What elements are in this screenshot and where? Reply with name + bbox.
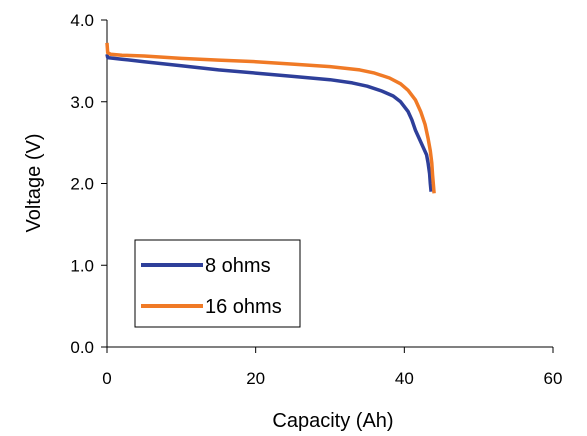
axes (101, 19, 554, 353)
y-tick-label: 0.0 (70, 338, 94, 357)
legend: 8 ohms 16 ohms (134, 239, 301, 328)
x-tick-label: 0 (102, 369, 111, 388)
y-tick-label: 2.0 (70, 175, 94, 194)
y-tick-label: 4.0 (70, 11, 94, 30)
y-axis-title: Voltage (V) (23, 134, 45, 233)
tick-labels: 0.0 1.0 2.0 3.0 4.0 0 20 40 60 (70, 11, 562, 388)
x-tick-label: 60 (544, 369, 563, 388)
series-line-16-ohms (105, 42, 436, 194)
y-tick-label: 1.0 (70, 256, 94, 275)
legend-box (134, 239, 301, 328)
y-tick-label: 3.0 (70, 93, 94, 112)
series-layer (105, 42, 436, 194)
x-tick-label: 40 (395, 369, 414, 388)
legend-label-8-ohms: 8 ohms (205, 255, 271, 277)
x-axis-title: Capacity (Ah) (272, 410, 393, 432)
x-tick-label: 20 (246, 369, 265, 388)
legend-label-16-ohms: 16 ohms (205, 296, 282, 318)
series-line-8-ohms (105, 53, 433, 192)
